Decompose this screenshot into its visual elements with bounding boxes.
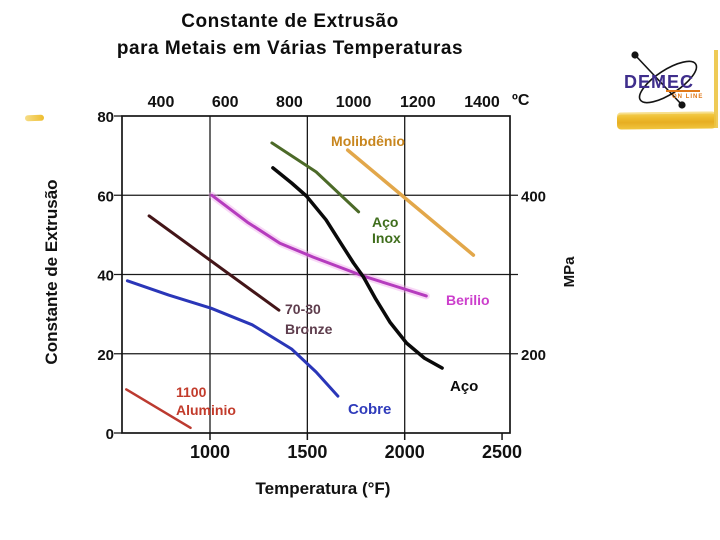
- x-top-tick-label-600: 600: [212, 94, 239, 111]
- logo-orbit-ellipse: [638, 60, 698, 104]
- demec-logo: DEMEC ON LINE: [613, 40, 720, 118]
- logo-orbit-dot-bottom: [678, 101, 686, 109]
- x-axis-title: Temperatura (°F): [256, 479, 391, 498]
- series-line-molibdenio: [345, 148, 476, 257]
- logo-demec-text: DEMEC: [624, 72, 694, 92]
- x-top-tick-label-400: 400: [148, 94, 175, 111]
- series-label-berilio: Berilio: [446, 292, 490, 308]
- series-label-aluminio: 1100 Aluminio: [176, 384, 236, 418]
- x-top-tick-label-800: 800: [276, 94, 303, 111]
- y-left-tick-label-60: 60: [97, 188, 114, 205]
- x-top-unit-label: ºC: [512, 92, 530, 109]
- yellow-dash-decoration: [24, 114, 45, 122]
- y-right-tick-label-400: 400: [521, 188, 546, 205]
- series-label-bronze: 70-30 Bronze: [285, 301, 333, 337]
- x-top-tick-label-1000: 1000: [336, 94, 372, 111]
- logo-online-text: ON LINE: [672, 94, 703, 100]
- chart-title: Constante de Extrusão para Metais em Vár…: [30, 8, 550, 62]
- series-label-aco: Aço: [450, 378, 478, 395]
- yellow-brush-stroke: [616, 111, 717, 130]
- logo-orbit-dot-top: [631, 51, 639, 59]
- y-left-tick-label-0: 0: [106, 426, 114, 443]
- x-tick-label-1000: 1000: [190, 442, 230, 462]
- chart-title-line1: Constante de Extrusão: [181, 11, 399, 32]
- y-left-tick-label-40: 40: [97, 268, 114, 285]
- x-tick-label-2500: 2500: [482, 442, 522, 462]
- series-line-bronze: [147, 214, 281, 312]
- x-tick-label-2000: 2000: [385, 442, 425, 462]
- y-left-axis-title: Constante de Extrusão: [42, 179, 61, 364]
- logo-orbit-line: [634, 54, 683, 106]
- series-line-cobre: [125, 279, 340, 398]
- plot-border: [121, 115, 511, 434]
- chart-title-line2: para Metais em Várias Temperaturas: [116, 38, 464, 59]
- series-line-aluminio: [125, 388, 192, 430]
- y-right-axis-title: MPa: [561, 256, 578, 288]
- x-top-tick-label-1200: 1200: [400, 94, 436, 111]
- series-line-aco-inox: [270, 141, 361, 214]
- y-right-tick-label-200: 200: [521, 347, 546, 364]
- x-top-tick-label-1400: 1400: [464, 94, 500, 111]
- series-line-berilio: [210, 193, 428, 298]
- y-left-tick-label-80: 80: [97, 109, 114, 126]
- yellow-edge-line: [714, 50, 718, 128]
- x-tick-label-1500: 1500: [287, 442, 327, 462]
- series-label-molibdenio: Molibdênio: [331, 133, 405, 149]
- series-label-cobre: Cobre: [348, 401, 391, 418]
- series-line-aco: [271, 166, 444, 370]
- series-label-aco-inox: Aço Inox: [372, 214, 401, 246]
- y-left-tick-label-20: 20: [97, 347, 114, 364]
